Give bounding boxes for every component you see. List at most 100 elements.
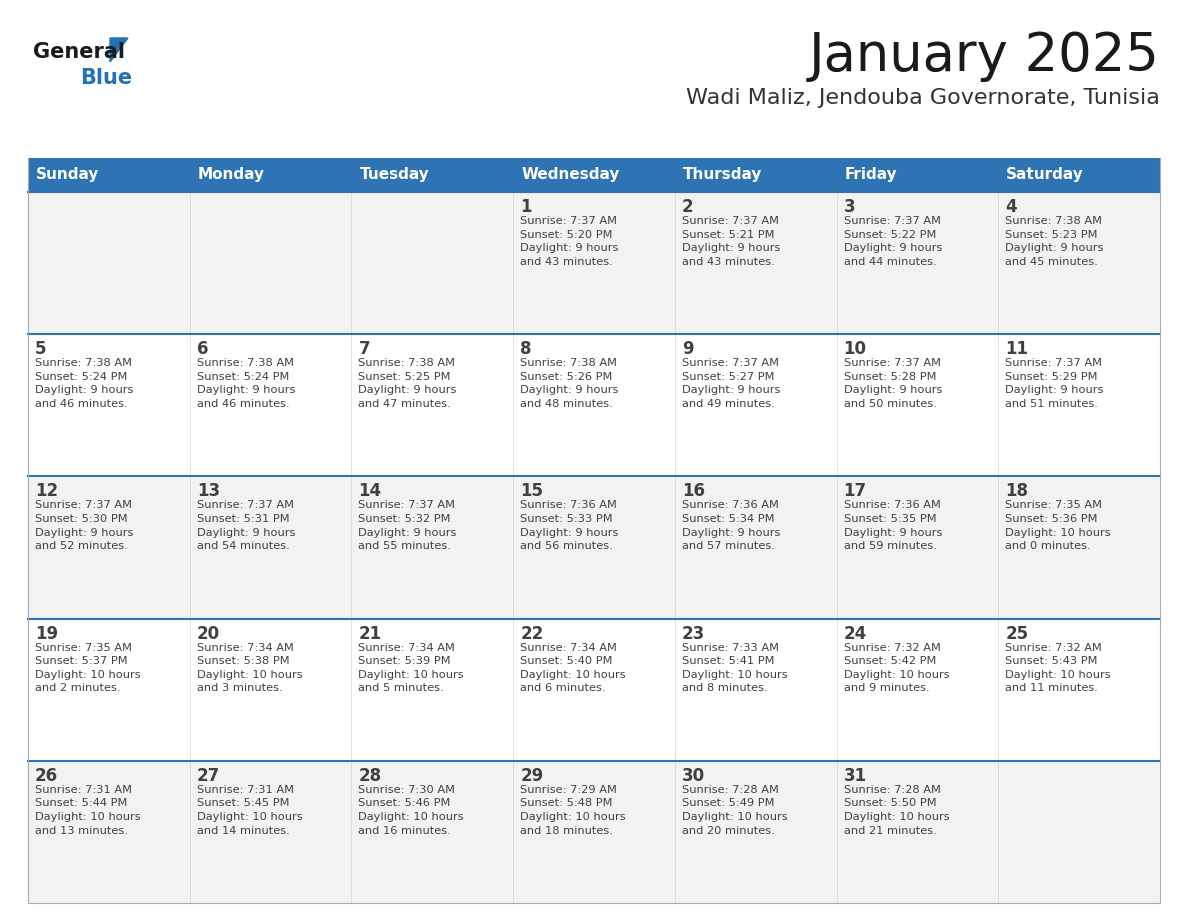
Bar: [513, 334, 675, 476]
Text: Sunrise: 7:38 AM
Sunset: 5:24 PM
Daylight: 9 hours
and 46 minutes.: Sunrise: 7:38 AM Sunset: 5:24 PM Dayligh…: [197, 358, 295, 409]
Text: 10: 10: [843, 341, 866, 358]
Bar: [190, 192, 352, 334]
Text: Sunrise: 7:37 AM
Sunset: 5:20 PM
Daylight: 9 hours
and 43 minutes.: Sunrise: 7:37 AM Sunset: 5:20 PM Dayligh…: [520, 216, 619, 267]
Bar: [836, 619, 998, 761]
Bar: [190, 476, 352, 619]
Bar: [675, 619, 836, 761]
Text: 16: 16: [682, 482, 704, 500]
Text: Blue: Blue: [80, 68, 132, 88]
Text: Sunrise: 7:28 AM
Sunset: 5:49 PM
Daylight: 10 hours
and 20 minutes.: Sunrise: 7:28 AM Sunset: 5:49 PM Dayligh…: [682, 785, 788, 835]
Text: 27: 27: [197, 767, 220, 785]
Text: Sunrise: 7:37 AM
Sunset: 5:27 PM
Daylight: 9 hours
and 49 minutes.: Sunrise: 7:37 AM Sunset: 5:27 PM Dayligh…: [682, 358, 781, 409]
Text: Monday: Monday: [197, 167, 265, 183]
Text: 5: 5: [34, 341, 46, 358]
Text: General: General: [33, 42, 125, 62]
Text: 6: 6: [197, 341, 208, 358]
Bar: [190, 761, 352, 903]
Text: 4: 4: [1005, 198, 1017, 216]
Bar: [513, 192, 675, 334]
Text: Sunrise: 7:37 AM
Sunset: 5:28 PM
Daylight: 9 hours
and 50 minutes.: Sunrise: 7:37 AM Sunset: 5:28 PM Dayligh…: [843, 358, 942, 409]
Polygon shape: [110, 38, 128, 62]
Text: 23: 23: [682, 624, 706, 643]
Bar: [190, 619, 352, 761]
Text: 25: 25: [1005, 624, 1029, 643]
Bar: [29, 476, 190, 619]
Text: 28: 28: [359, 767, 381, 785]
Text: 13: 13: [197, 482, 220, 500]
Bar: [836, 476, 998, 619]
Bar: [352, 476, 513, 619]
Text: 30: 30: [682, 767, 704, 785]
Text: Sunrise: 7:28 AM
Sunset: 5:50 PM
Daylight: 10 hours
and 21 minutes.: Sunrise: 7:28 AM Sunset: 5:50 PM Dayligh…: [843, 785, 949, 835]
Text: Sunrise: 7:37 AM
Sunset: 5:21 PM
Daylight: 9 hours
and 43 minutes.: Sunrise: 7:37 AM Sunset: 5:21 PM Dayligh…: [682, 216, 781, 267]
Text: 12: 12: [34, 482, 58, 500]
Text: 11: 11: [1005, 341, 1029, 358]
Text: Sunrise: 7:38 AM
Sunset: 5:24 PM
Daylight: 9 hours
and 46 minutes.: Sunrise: 7:38 AM Sunset: 5:24 PM Dayligh…: [34, 358, 133, 409]
Text: 24: 24: [843, 624, 867, 643]
Text: Sunday: Sunday: [36, 167, 100, 183]
Bar: [352, 192, 513, 334]
Text: Sunrise: 7:34 AM
Sunset: 5:40 PM
Daylight: 10 hours
and 6 minutes.: Sunrise: 7:34 AM Sunset: 5:40 PM Dayligh…: [520, 643, 626, 693]
Text: Tuesday: Tuesday: [360, 167, 429, 183]
Bar: [836, 192, 998, 334]
Text: Sunrise: 7:35 AM
Sunset: 5:37 PM
Daylight: 10 hours
and 2 minutes.: Sunrise: 7:35 AM Sunset: 5:37 PM Dayligh…: [34, 643, 140, 693]
Text: Wadi Maliz, Jendouba Governorate, Tunisia: Wadi Maliz, Jendouba Governorate, Tunisi…: [687, 88, 1159, 108]
Bar: [675, 476, 836, 619]
Text: 14: 14: [359, 482, 381, 500]
Text: January 2025: January 2025: [809, 30, 1159, 82]
Text: Thursday: Thursday: [683, 167, 763, 183]
Text: 21: 21: [359, 624, 381, 643]
Text: Sunrise: 7:34 AM
Sunset: 5:38 PM
Daylight: 10 hours
and 3 minutes.: Sunrise: 7:34 AM Sunset: 5:38 PM Dayligh…: [197, 643, 302, 693]
Text: Sunrise: 7:37 AM
Sunset: 5:22 PM
Daylight: 9 hours
and 44 minutes.: Sunrise: 7:37 AM Sunset: 5:22 PM Dayligh…: [843, 216, 942, 267]
Text: Wednesday: Wednesday: [522, 167, 619, 183]
Text: 19: 19: [34, 624, 58, 643]
Bar: [29, 334, 190, 476]
Text: Sunrise: 7:37 AM
Sunset: 5:32 PM
Daylight: 9 hours
and 55 minutes.: Sunrise: 7:37 AM Sunset: 5:32 PM Dayligh…: [359, 500, 457, 551]
Bar: [190, 334, 352, 476]
Text: Sunrise: 7:37 AM
Sunset: 5:30 PM
Daylight: 9 hours
and 52 minutes.: Sunrise: 7:37 AM Sunset: 5:30 PM Dayligh…: [34, 500, 133, 551]
Text: Sunrise: 7:29 AM
Sunset: 5:48 PM
Daylight: 10 hours
and 18 minutes.: Sunrise: 7:29 AM Sunset: 5:48 PM Dayligh…: [520, 785, 626, 835]
Text: Sunrise: 7:35 AM
Sunset: 5:36 PM
Daylight: 10 hours
and 0 minutes.: Sunrise: 7:35 AM Sunset: 5:36 PM Dayligh…: [1005, 500, 1111, 551]
Text: 9: 9: [682, 341, 694, 358]
Bar: [29, 192, 190, 334]
Text: 3: 3: [843, 198, 855, 216]
Bar: [29, 619, 190, 761]
Text: Sunrise: 7:33 AM
Sunset: 5:41 PM
Daylight: 10 hours
and 8 minutes.: Sunrise: 7:33 AM Sunset: 5:41 PM Dayligh…: [682, 643, 788, 693]
Text: Sunrise: 7:34 AM
Sunset: 5:39 PM
Daylight: 10 hours
and 5 minutes.: Sunrise: 7:34 AM Sunset: 5:39 PM Dayligh…: [359, 643, 465, 693]
Bar: [998, 334, 1159, 476]
Bar: [29, 158, 1159, 192]
Bar: [513, 476, 675, 619]
Text: Sunrise: 7:37 AM
Sunset: 5:31 PM
Daylight: 9 hours
and 54 minutes.: Sunrise: 7:37 AM Sunset: 5:31 PM Dayligh…: [197, 500, 295, 551]
Text: Sunrise: 7:38 AM
Sunset: 5:25 PM
Daylight: 9 hours
and 47 minutes.: Sunrise: 7:38 AM Sunset: 5:25 PM Dayligh…: [359, 358, 457, 409]
Bar: [675, 334, 836, 476]
Bar: [998, 476, 1159, 619]
Bar: [352, 619, 513, 761]
Bar: [675, 761, 836, 903]
Text: Sunrise: 7:36 AM
Sunset: 5:34 PM
Daylight: 9 hours
and 57 minutes.: Sunrise: 7:36 AM Sunset: 5:34 PM Dayligh…: [682, 500, 781, 551]
Text: Sunrise: 7:37 AM
Sunset: 5:29 PM
Daylight: 9 hours
and 51 minutes.: Sunrise: 7:37 AM Sunset: 5:29 PM Dayligh…: [1005, 358, 1104, 409]
Text: 17: 17: [843, 482, 867, 500]
Text: Sunrise: 7:31 AM
Sunset: 5:45 PM
Daylight: 10 hours
and 14 minutes.: Sunrise: 7:31 AM Sunset: 5:45 PM Dayligh…: [197, 785, 302, 835]
Text: Sunrise: 7:38 AM
Sunset: 5:23 PM
Daylight: 9 hours
and 45 minutes.: Sunrise: 7:38 AM Sunset: 5:23 PM Dayligh…: [1005, 216, 1104, 267]
Bar: [998, 619, 1159, 761]
Text: 2: 2: [682, 198, 694, 216]
Text: Sunrise: 7:38 AM
Sunset: 5:26 PM
Daylight: 9 hours
and 48 minutes.: Sunrise: 7:38 AM Sunset: 5:26 PM Dayligh…: [520, 358, 619, 409]
Bar: [998, 192, 1159, 334]
Bar: [675, 192, 836, 334]
Text: 15: 15: [520, 482, 543, 500]
Text: Sunrise: 7:36 AM
Sunset: 5:33 PM
Daylight: 9 hours
and 56 minutes.: Sunrise: 7:36 AM Sunset: 5:33 PM Dayligh…: [520, 500, 619, 551]
Bar: [998, 761, 1159, 903]
Text: Sunrise: 7:30 AM
Sunset: 5:46 PM
Daylight: 10 hours
and 16 minutes.: Sunrise: 7:30 AM Sunset: 5:46 PM Dayligh…: [359, 785, 465, 835]
Text: 1: 1: [520, 198, 532, 216]
Bar: [352, 761, 513, 903]
Text: 31: 31: [843, 767, 867, 785]
Text: 26: 26: [34, 767, 58, 785]
Text: Friday: Friday: [845, 167, 897, 183]
Text: 8: 8: [520, 341, 532, 358]
Text: 22: 22: [520, 624, 543, 643]
Bar: [29, 761, 190, 903]
Bar: [836, 761, 998, 903]
Bar: [352, 334, 513, 476]
Text: Sunrise: 7:32 AM
Sunset: 5:43 PM
Daylight: 10 hours
and 11 minutes.: Sunrise: 7:32 AM Sunset: 5:43 PM Dayligh…: [1005, 643, 1111, 693]
Bar: [513, 761, 675, 903]
